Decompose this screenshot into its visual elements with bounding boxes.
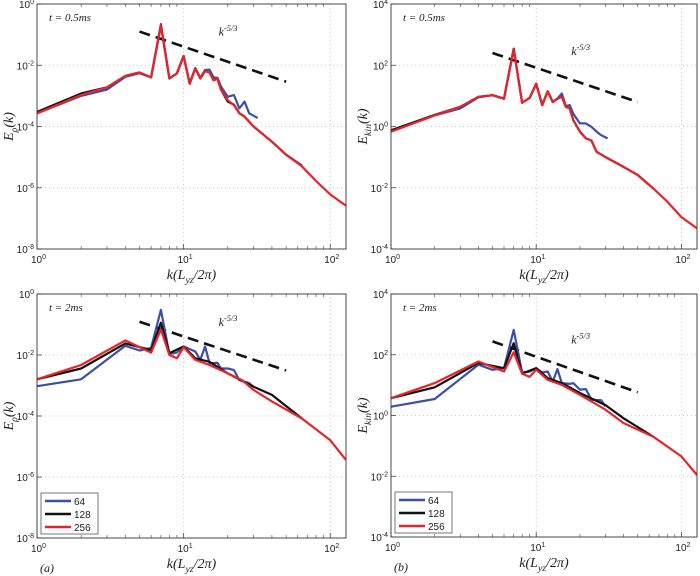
x-tick-label: 101 (178, 254, 193, 266)
panel-label: (a) (40, 561, 54, 575)
x-tick-label: 102 (675, 254, 690, 266)
legend-label-128: 128 (74, 510, 91, 521)
slope-label: k-5/3 (219, 314, 238, 329)
y-axis-label: Eρ(k) (2, 401, 20, 431)
x-axis-label: k(Lyz/2π) (167, 268, 217, 286)
y-tick-label: 10-2 (17, 350, 34, 362)
series-line-256 (37, 24, 346, 207)
axes-frame (390, 293, 698, 538)
y-tick-label: 102 (373, 350, 388, 362)
slope-label: k-5/3 (571, 43, 590, 58)
series-line-64 (37, 23, 259, 119)
series-line-128 (391, 342, 654, 438)
x-tick-label: 101 (530, 254, 545, 266)
x-axis-label: k(Lyz/2π) (519, 268, 569, 286)
y-tick-label: 104 (373, 289, 388, 301)
x-tick-label: 102 (675, 542, 690, 554)
y-tick-label: 100 (19, 289, 34, 301)
panel-1: 100 101 102 10-8 10-6 10-4 10-2 100 t = 0.5ms k-5… (2, 0, 347, 286)
x-tick-label: 102 (324, 254, 339, 266)
time-annotation: t = 2ms (403, 302, 437, 314)
series-line-64 (37, 308, 255, 388)
series-line-256 (391, 47, 697, 230)
slope-label: k-5/3 (219, 24, 238, 39)
y-tick-label: 100 (373, 122, 388, 134)
legend-label-256: 256 (428, 522, 445, 533)
series-line-256 (391, 351, 697, 476)
series-line-128 (37, 321, 303, 420)
y-tick-label: 10-6 (17, 472, 34, 484)
legend-label-64: 64 (74, 497, 86, 508)
time-annotation: t = 2ms (49, 302, 83, 314)
legend-label-256: 256 (74, 523, 91, 534)
y-tick-label: 10-4 (17, 411, 34, 423)
legend-label-128: 128 (428, 509, 445, 520)
axes-frame (390, 3, 698, 250)
y-tick-label: 10-4 (371, 532, 388, 544)
x-axis-label: k(Lyz/2π) (519, 556, 569, 574)
x-tick-label: 102 (324, 543, 339, 555)
axes-frame (36, 293, 347, 539)
y-tick-label: 100 (19, 0, 34, 11)
legend: 64 128 256 (394, 491, 453, 534)
y-tick-label: 10-2 (371, 471, 388, 483)
panel-2: 100 101 102 10-4 10-2 100 102 104 t = 0.5ms k-5/3… (356, 0, 698, 286)
panel-3: 100 101 102 10-8 10-6 10-4 10-2 100 t = 2ms k-5/3… (2, 289, 347, 575)
x-tick-label: 101 (530, 542, 545, 554)
series-line-128 (391, 47, 655, 190)
x-tick-label: 101 (178, 543, 193, 555)
y-tick-label: 100 (373, 411, 388, 423)
x-axis-label: k(Lyz/2π) (167, 557, 217, 575)
y-tick-label: 102 (373, 60, 388, 72)
y-tick-label: 10-2 (371, 183, 388, 195)
legend-label-64: 64 (428, 496, 440, 507)
x-tick-label: 100 (385, 254, 400, 266)
series-line-128 (37, 24, 303, 167)
panel-label: (b) (394, 560, 408, 574)
y-tick-label: 10-2 (17, 60, 34, 72)
y-axis-label: Ekin(k) (356, 397, 374, 434)
slope-label: k-5/3 (571, 332, 590, 347)
panel-4: 100 101 102 10-4 10-2 100 102 104 t = 2ms k-5/3 k(… (356, 289, 698, 574)
y-tick-label: 10-4 (17, 122, 34, 134)
y-axis-label: Ekin(k) (356, 108, 374, 145)
y-tick-label: 104 (373, 0, 388, 11)
y-tick-label: 10-4 (371, 244, 388, 256)
axes-frame (36, 3, 347, 250)
y-tick-label: 10-8 (17, 244, 34, 256)
y-tick-label: 10-6 (17, 183, 34, 195)
x-tick-label: 100 (385, 542, 400, 554)
legend: 64 128 256 (40, 492, 99, 535)
y-tick-label: 10-8 (17, 533, 34, 545)
time-annotation: t = 0.5ms (49, 12, 91, 24)
reference-slope-line (492, 51, 639, 104)
time-annotation: t = 0.5ms (403, 12, 445, 24)
y-axis-label: Eρ(k) (2, 112, 20, 142)
series-line-256 (37, 328, 346, 461)
x-tick-label: 100 (31, 543, 46, 555)
x-tick-label: 100 (31, 254, 46, 266)
